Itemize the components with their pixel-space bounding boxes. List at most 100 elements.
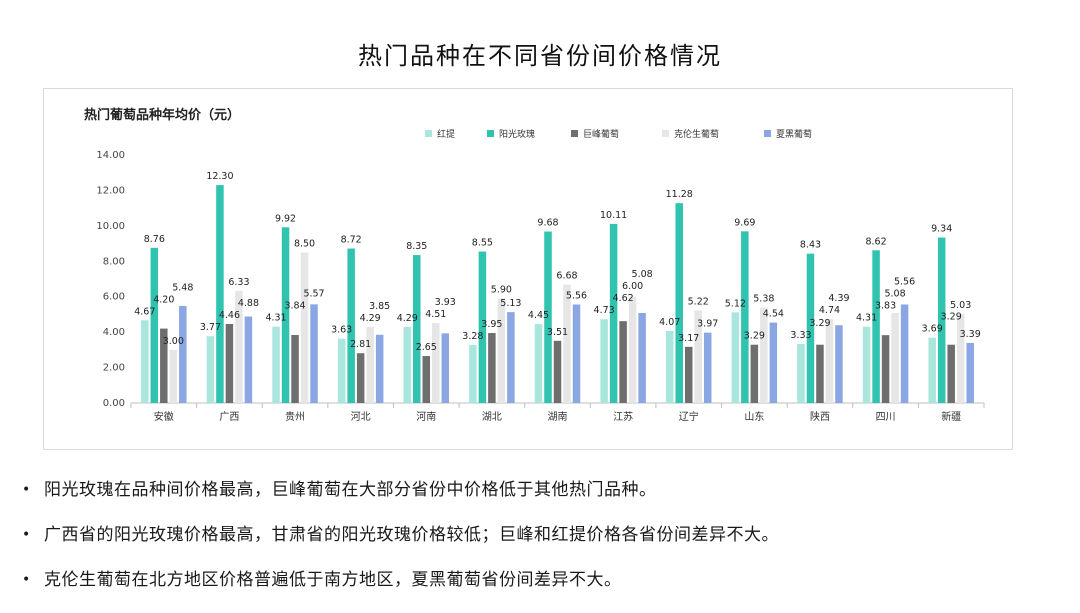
bullet-text: 克伦生葡萄在北方地区价格普遍低于南方地区，夏黑葡萄省份间差异不大。: [44, 570, 622, 590]
bar: [469, 344, 477, 403]
bar: [507, 312, 515, 403]
data-label: 4.29: [360, 313, 381, 324]
data-label: 5.90: [491, 284, 512, 295]
bar: [947, 344, 955, 403]
data-label: 3.69: [922, 324, 943, 335]
data-label: 2.65: [416, 342, 437, 353]
bar: [816, 344, 824, 403]
data-label: 3.28: [462, 331, 483, 342]
chart-title: 热门葡萄品种年均价（元）: [84, 107, 240, 123]
bullet-marker: •: [22, 482, 31, 498]
data-label: 5.56: [566, 291, 587, 302]
data-label: 8.62: [865, 236, 886, 247]
data-label: 3.29: [809, 318, 830, 329]
bar: [488, 333, 496, 403]
legend-swatch: [571, 130, 578, 137]
data-label: 3.33: [790, 330, 811, 341]
data-label: 4.54: [763, 309, 784, 320]
data-label: 4.51: [425, 309, 446, 320]
y-tick-label: 12.00: [96, 185, 125, 196]
bullet-marker: •: [22, 527, 31, 543]
x-tick-label: 新疆: [941, 410, 961, 423]
data-label: 4.20: [153, 294, 174, 305]
data-label: 5.22: [688, 297, 709, 308]
bar: [300, 252, 309, 403]
data-label: 6.33: [228, 277, 249, 288]
bar: [544, 231, 552, 403]
x-tick-label: 贵州: [285, 410, 305, 423]
bar: [619, 321, 627, 403]
data-label: 3.83: [875, 301, 896, 312]
data-label: 4.62: [613, 293, 634, 304]
data-label: 4.67: [134, 306, 155, 317]
data-label: 3.97: [697, 319, 718, 330]
bullet-item: • 广西省的阳光玫瑰价格最高，甘肃省的阳光玫瑰价格较低；巨峰和红提价格各省份间差…: [22, 523, 1062, 568]
data-label: 8.76: [144, 234, 165, 245]
data-label: 8.72: [341, 235, 362, 246]
bar: [310, 304, 318, 403]
bar: [375, 334, 384, 403]
data-label: 2.81: [350, 339, 371, 350]
bar: [956, 313, 965, 403]
data-label: 8.43: [800, 240, 821, 251]
data-label: 6.00: [622, 281, 643, 292]
bar: [179, 305, 187, 403]
bar: [881, 335, 890, 403]
data-label: 6.68: [556, 271, 577, 282]
bar: [628, 296, 637, 403]
data-label: 3.00: [163, 336, 184, 347]
y-tick-label: 6.00: [103, 292, 125, 303]
data-label: 10.11: [600, 210, 627, 221]
bar: [169, 349, 178, 403]
data-label: 3.39: [960, 329, 981, 340]
x-tick-label: 湖南: [548, 410, 568, 423]
bar: [235, 290, 243, 403]
bullet-item: • 克伦生葡萄在北方地区价格普遍低于南方地区，夏黑葡萄省份间差异不大。: [22, 568, 1062, 613]
y-tick-label: 8.00: [103, 256, 125, 267]
legend-swatch: [764, 130, 771, 137]
bar: [835, 325, 843, 403]
legend-swatch: [662, 130, 669, 137]
data-label: 4.73: [594, 305, 615, 316]
x-tick-label: 江苏: [613, 410, 633, 423]
bar: [206, 336, 215, 403]
x-tick-label: 河南: [416, 410, 436, 423]
y-tick-label: 4.00: [103, 327, 125, 338]
bar: [422, 356, 431, 403]
bar: [141, 320, 149, 403]
bullet-text: 阳光玫瑰在品种间价格最高，巨峰葡萄在大部分省份中价格低于其他热门品种。: [44, 480, 657, 500]
data-label: 9.34: [931, 224, 952, 235]
bar: [862, 326, 871, 403]
data-label: 4.31: [265, 313, 286, 324]
bar: [806, 253, 815, 403]
bar: [441, 333, 450, 403]
bar: [872, 250, 880, 403]
bar: [281, 227, 290, 403]
bullet-text: 广西省的阳光玫瑰价格最高，甘肃省的阳光玫瑰价格较低；巨峰和红提价格各省份间差异不…: [44, 525, 779, 545]
y-tick-label: 10.00: [96, 221, 125, 232]
bar: [478, 251, 487, 403]
bar: [684, 346, 693, 403]
data-label: 5.56: [894, 277, 915, 288]
data-label: 12.30: [206, 171, 233, 182]
legend-label: 克伦生葡萄: [674, 128, 719, 140]
bar: [572, 304, 581, 403]
legend-label: 红提: [437, 128, 455, 140]
data-label: 3.63: [331, 325, 352, 336]
data-label: 3.29: [744, 331, 765, 342]
legend-label: 阳光玫瑰: [499, 128, 535, 140]
bar: [675, 203, 683, 403]
bar: [413, 255, 421, 403]
x-tick-label: 四川: [876, 412, 896, 423]
data-label: 4.07: [659, 317, 680, 328]
data-label: 4.46: [219, 310, 240, 321]
bar-chart: 热门葡萄品种年均价（元） 红提 阳光玫瑰 巨峰葡萄 克伦生葡萄 夏黑葡萄 0.00 2.00 4…: [84, 107, 985, 423]
data-label: 4.88: [238, 298, 259, 309]
data-label: 5.08: [632, 269, 653, 280]
bar: [150, 247, 159, 403]
data-label: 3.84: [284, 301, 305, 312]
data-label: 3.51: [547, 327, 568, 338]
bar: [665, 330, 674, 403]
bar: [760, 307, 768, 403]
bar: [356, 353, 365, 403]
